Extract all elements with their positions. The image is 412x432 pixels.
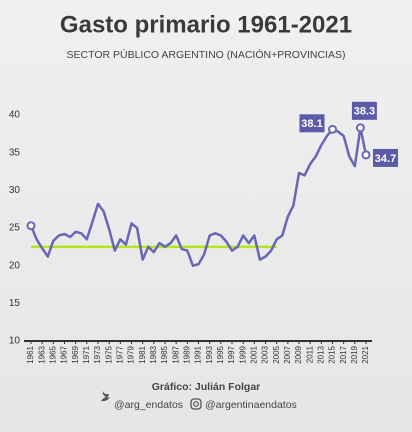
x-tick-label: 2013 xyxy=(316,345,325,363)
x-tick-label: 1993 xyxy=(205,345,214,363)
y-tick-label: 35 xyxy=(9,147,21,158)
x-tick-label: 1989 xyxy=(182,345,191,363)
x-tick-label: 2021 xyxy=(361,345,370,363)
annotation-label: 34.7 xyxy=(375,153,396,165)
source: Gráfico: Julián Folgar xyxy=(152,381,261,393)
x-tick-label: 2009 xyxy=(294,345,303,363)
x-tick-label: 1967 xyxy=(60,345,69,363)
x-tick-label: 1969 xyxy=(71,345,80,363)
x-tick-label: 2001 xyxy=(249,345,258,363)
annotation-label: 38.1 xyxy=(301,118,322,130)
y-tick-label: 10 xyxy=(9,336,21,347)
x-tick-label: 1997 xyxy=(227,345,236,363)
chart-subtitle: SECTOR PÚBLICO ARGENTINO (NACIÓN+PROVINC… xyxy=(67,48,346,61)
x-tick-label: 1985 xyxy=(160,345,169,363)
annotation-box xyxy=(373,148,398,167)
instagram-icon xyxy=(190,398,202,410)
x-tick-label: 1961 xyxy=(26,345,35,363)
x-tick-label: 1973 xyxy=(93,345,102,363)
x-tick-label: 1975 xyxy=(104,345,113,363)
x-tick-label: 1991 xyxy=(194,345,203,363)
highlight-marker xyxy=(361,150,371,160)
instagram-icon xyxy=(193,401,199,407)
x-tick-label: 2017 xyxy=(339,345,348,363)
x-tick-label: 1983 xyxy=(149,345,158,363)
credit: @arg_endatos xyxy=(114,399,183,411)
twitter-icon xyxy=(101,391,110,402)
y-tick-label: 20 xyxy=(9,260,21,271)
x-tick-label: 2005 xyxy=(272,345,281,363)
y-tick-label: 25 xyxy=(9,223,21,234)
annotation-box xyxy=(299,114,325,133)
x-tick-label: 2011 xyxy=(305,345,314,363)
chart-title: Gasto primario 1961-2021 xyxy=(60,11,352,38)
y-tick-label: 30 xyxy=(9,185,21,196)
y-tick-label: 40 xyxy=(9,110,21,121)
x-tick-label: 1965 xyxy=(48,345,57,363)
x-tick-label: 1971 xyxy=(82,345,91,363)
x-tick-label: 2007 xyxy=(283,345,292,363)
x-tick-label: 1999 xyxy=(238,345,247,363)
x-tick-label: 1963 xyxy=(37,345,46,363)
x-tick-label: 1995 xyxy=(216,345,225,363)
x-tick-label: 1979 xyxy=(127,345,136,363)
x-tick-label: 1977 xyxy=(115,345,124,363)
credit: @argentinaendatos xyxy=(205,399,297,411)
x-tick-label: 2015 xyxy=(328,345,337,363)
highlight-marker xyxy=(26,221,36,231)
line xyxy=(29,126,368,267)
x-tick-label: 1987 xyxy=(171,345,180,363)
annotation-box xyxy=(351,101,377,120)
annotation-label: 38.3 xyxy=(354,106,375,118)
highlight-marker xyxy=(355,123,365,133)
y-tick-label: 15 xyxy=(9,298,21,309)
x-tick-label: 1981 xyxy=(138,345,147,363)
x-tick-label: 2003 xyxy=(261,345,270,363)
x-tick-label: 2019 xyxy=(350,345,359,363)
highlight-marker xyxy=(328,124,337,134)
